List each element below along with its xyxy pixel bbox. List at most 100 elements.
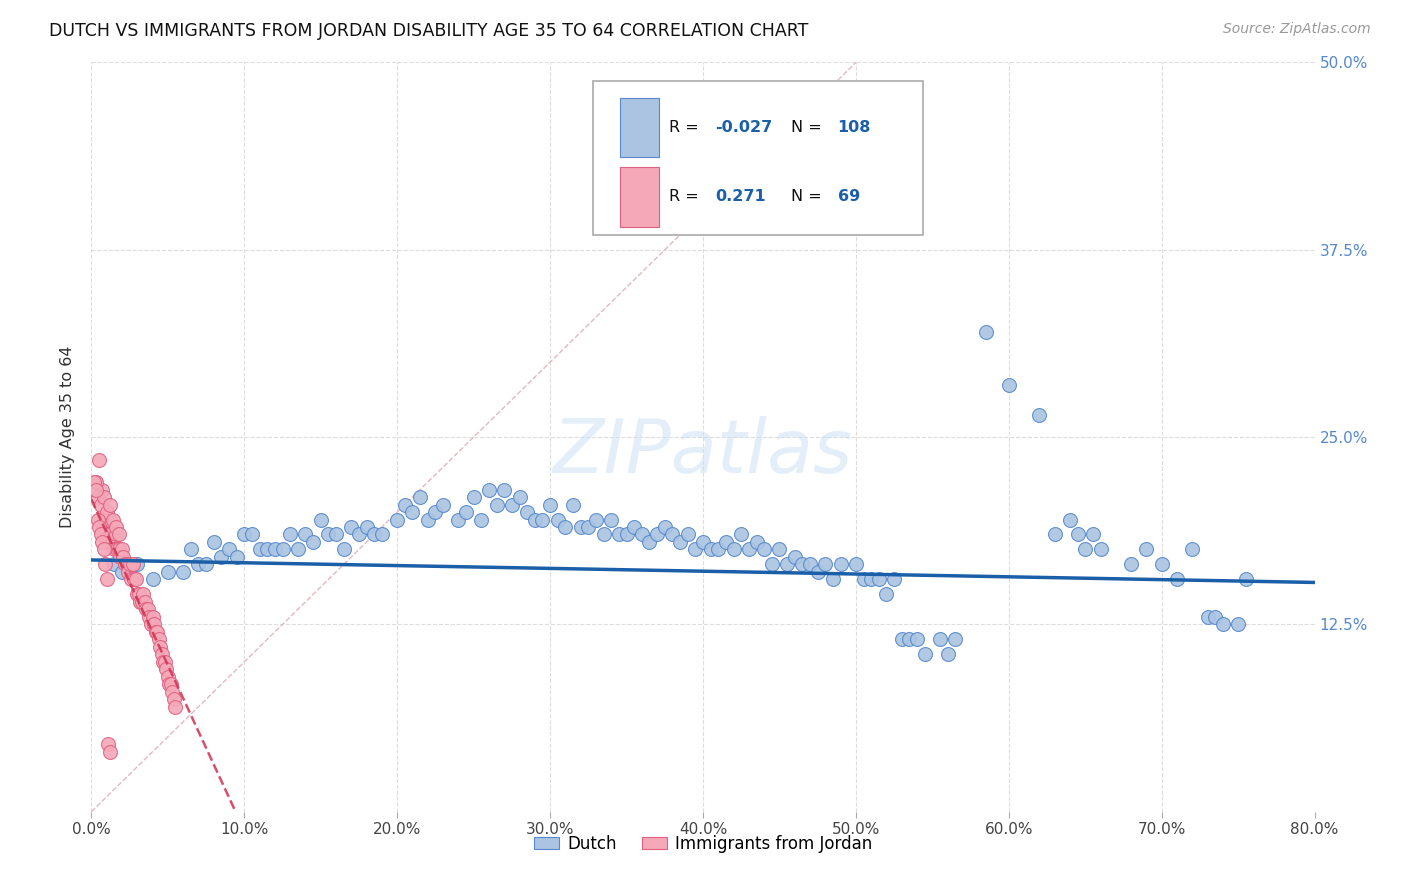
Point	[692, 535, 714, 549]
Point	[569, 520, 592, 534]
Point	[562, 498, 585, 512]
Text: N =: N =	[792, 189, 827, 204]
Point	[485, 498, 508, 512]
Point	[661, 527, 683, 541]
Point	[104, 527, 127, 541]
Point	[309, 512, 332, 526]
Point	[287, 542, 309, 557]
Point	[114, 558, 136, 572]
Point	[875, 587, 898, 601]
Point	[271, 542, 294, 557]
Point	[363, 527, 385, 541]
Point	[83, 475, 105, 489]
Point	[868, 573, 890, 587]
Point	[699, 542, 721, 557]
Point	[898, 632, 921, 647]
Point	[110, 549, 132, 564]
Text: 69: 69	[838, 189, 860, 204]
Point	[385, 512, 409, 526]
Point	[103, 542, 125, 557]
Point	[538, 498, 561, 512]
Text: DUTCH VS IMMIGRANTS FROM JORDAN DISABILITY AGE 35 TO 64 CORRELATION CHART: DUTCH VS IMMIGRANTS FROM JORDAN DISABILI…	[49, 22, 808, 40]
Point	[112, 549, 135, 564]
Point	[607, 527, 630, 541]
Point	[1081, 527, 1104, 541]
Point	[97, 737, 120, 751]
Point	[195, 558, 218, 572]
Point	[592, 527, 614, 541]
Point	[576, 520, 599, 534]
Point	[669, 535, 692, 549]
Point	[516, 505, 538, 519]
Point	[1181, 542, 1204, 557]
Point	[1066, 527, 1088, 541]
Point	[1121, 558, 1143, 572]
Point	[883, 573, 905, 587]
Point	[90, 527, 112, 541]
Point	[761, 558, 783, 572]
Point	[128, 587, 150, 601]
Point	[860, 573, 883, 587]
Point	[94, 558, 117, 572]
Point	[145, 624, 167, 639]
Point	[249, 542, 271, 557]
Point	[121, 558, 143, 572]
Point	[929, 632, 952, 647]
Point	[157, 677, 180, 691]
Point	[600, 512, 623, 526]
Point	[94, 520, 117, 534]
Point	[87, 520, 110, 534]
Point	[776, 558, 799, 572]
Point	[821, 573, 844, 587]
Point	[127, 587, 149, 601]
Point	[852, 573, 875, 587]
Point	[783, 549, 806, 564]
Point	[149, 640, 172, 654]
Point	[325, 527, 347, 541]
Point	[187, 558, 209, 572]
Point	[768, 542, 790, 557]
Point	[90, 498, 112, 512]
Point	[890, 632, 912, 647]
Point	[1043, 527, 1066, 541]
Point	[914, 648, 936, 662]
Point	[754, 542, 776, 557]
Point	[135, 602, 157, 616]
Y-axis label: Disability Age 35 to 64: Disability Age 35 to 64	[60, 346, 76, 528]
Point	[278, 527, 301, 541]
Point	[122, 573, 145, 587]
Point	[302, 535, 325, 549]
Point	[104, 520, 127, 534]
Point	[97, 535, 120, 549]
Point	[974, 325, 997, 339]
Point	[93, 512, 115, 526]
Point	[799, 558, 821, 572]
Point	[143, 617, 166, 632]
Bar	[620, 97, 659, 158]
Point	[1234, 573, 1257, 587]
Point	[1074, 542, 1097, 557]
Point	[723, 161, 745, 175]
Point	[162, 685, 184, 699]
Point	[152, 655, 174, 669]
Point	[585, 512, 607, 526]
Point	[141, 610, 163, 624]
Point	[447, 512, 470, 526]
Point	[225, 549, 247, 564]
Point	[87, 452, 110, 467]
Point	[108, 542, 131, 557]
Point	[115, 558, 138, 572]
Point	[118, 558, 141, 572]
Point	[723, 542, 745, 557]
Point	[240, 527, 263, 541]
Point	[478, 483, 501, 497]
Point	[103, 558, 125, 572]
Point	[153, 655, 176, 669]
Point	[134, 595, 156, 609]
Point	[494, 483, 516, 497]
Point	[96, 505, 118, 519]
Point	[1028, 408, 1050, 422]
Point	[156, 670, 179, 684]
Point	[96, 573, 118, 587]
Point	[501, 498, 523, 512]
